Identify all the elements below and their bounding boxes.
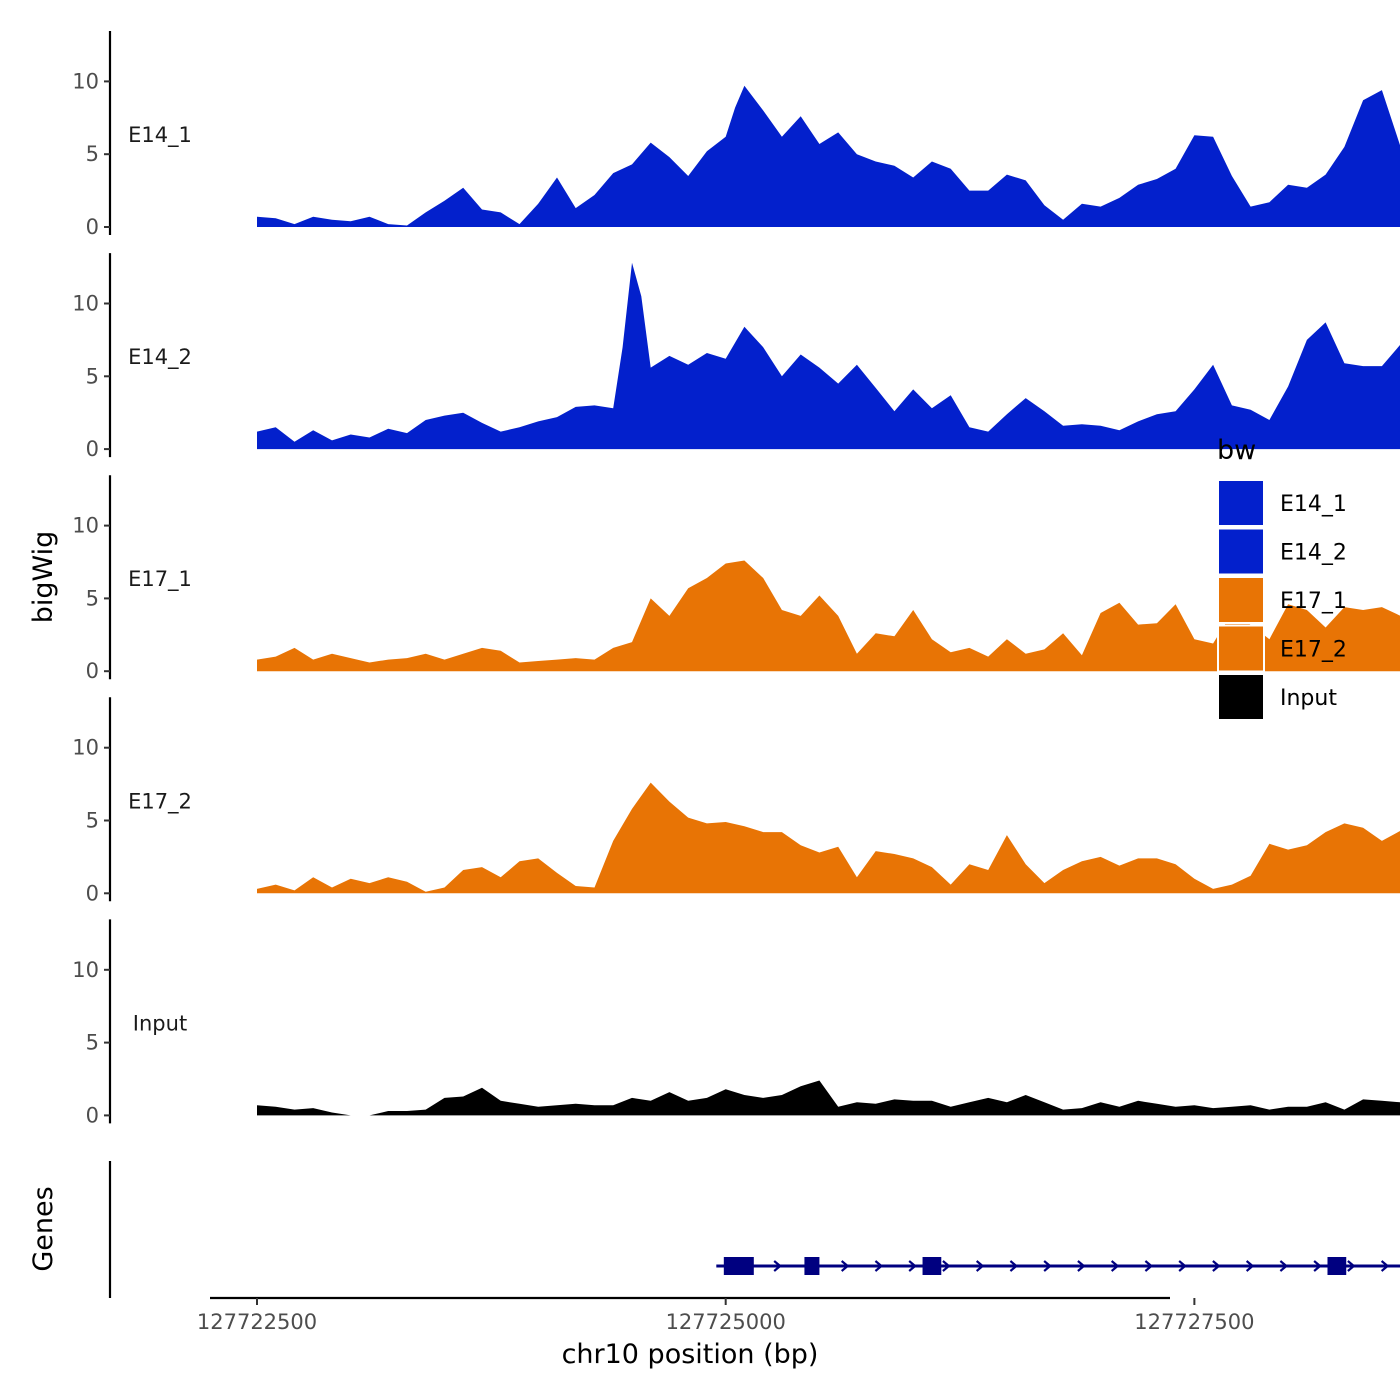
y-tick-label: 5: [86, 1031, 99, 1055]
exon-block: [1327, 1257, 1347, 1275]
strand-arrow: [773, 1260, 782, 1272]
strand-arrow: [1313, 1260, 1322, 1272]
strand-arrow: [840, 1260, 850, 1272]
exon-block: [804, 1257, 820, 1275]
y-tick-label: 10: [72, 292, 99, 316]
bigwig-panels: 0 5 10 E14_1 0 5 10 E14_2 0 5 10 E17_1 0 5 10 E17_2 0 5 10…: [72, 31, 1400, 1127]
y-tick-label: 0: [86, 1103, 99, 1127]
legend-swatch-E17_2: [1217, 624, 1265, 673]
y-tick-label: 0: [86, 881, 99, 905]
legend-label: E17_1: [1280, 589, 1347, 614]
strand-arrow: [1043, 1260, 1052, 1272]
y-tick-label: 10: [72, 736, 99, 760]
legend-swatch-E14_2: [1217, 527, 1265, 576]
strand-arrow: [1009, 1260, 1019, 1272]
track-label: E14_2: [128, 345, 192, 370]
signal-area: [257, 782, 1400, 894]
signal-area: [257, 1080, 1400, 1116]
y-tick-label: 5: [86, 586, 99, 610]
legend-swatch-Input: [1217, 673, 1265, 721]
y-tick-label: 5: [86, 809, 99, 833]
track-label: E17_1: [128, 567, 192, 592]
strand-arrow: [908, 1260, 917, 1272]
y-tick-label: 0: [86, 215, 99, 239]
legend-swatch-E17_1: [1217, 576, 1265, 624]
y-axis-title: bigWig: [28, 531, 59, 624]
x-axis: 127722500127725000127727500127730000: [197, 1296, 1255, 1334]
strand-arrow: [1279, 1260, 1289, 1272]
track-panel-E17_1: 0 5 10 E17_1: [72, 475, 1400, 683]
strand-arrow: [1178, 1260, 1187, 1272]
genes-axis-title: Genes: [28, 1186, 59, 1271]
legend-title: bw: [1217, 435, 1256, 466]
track-panel-Input: 0 5 10 Input: [72, 919, 1400, 1127]
legend-label: E14_2: [1280, 541, 1347, 566]
track-label: E17_2: [128, 789, 192, 814]
x-axis-title: chr10 position (bp): [562, 1339, 819, 1370]
signal-area: [257, 85, 1400, 227]
y-tick-label: 0: [86, 659, 99, 683]
strand-arrow: [874, 1260, 884, 1272]
strand-arrow: [1245, 1260, 1255, 1272]
legend-label: E14_1: [1280, 492, 1347, 517]
track-label: Input: [133, 1011, 187, 1035]
y-tick-label: 10: [72, 958, 99, 982]
x-tick-label: 127725000: [666, 1310, 786, 1334]
y-tick-label: 10: [72, 514, 99, 538]
y-tick-label: 5: [86, 364, 99, 388]
y-tick-label: 5: [86, 142, 99, 166]
track-panel-E14_2: 0 5 10 E14_2: [72, 253, 1400, 461]
strand-arrow: [942, 1260, 951, 1272]
strand-arrow: [975, 1260, 985, 1272]
track-panel-E14_1: 0 5 10 E14_1: [72, 31, 1400, 239]
strand-arrow: [1144, 1260, 1154, 1272]
legend-label: Input: [1280, 686, 1337, 711]
strand-arrow: [1380, 1260, 1390, 1272]
gene-panel: Tac2: [108, 1161, 1400, 1298]
strand-arrow: [1347, 1260, 1356, 1272]
x-tick-label: 127722500: [197, 1310, 317, 1334]
y-tick-label: 10: [72, 69, 99, 93]
signal-area: [257, 560, 1400, 672]
x-tick-label: 127727500: [1134, 1310, 1254, 1334]
legend-label: E17_2: [1280, 638, 1347, 663]
legend: bw E14_1 E14_2 E17_1 E17_2 Input: [1217, 435, 1347, 721]
legend-swatch-E14_1: [1217, 479, 1265, 527]
track-panel-E17_2: 0 5 10 E17_2: [72, 697, 1400, 905]
strand-arrow: [1077, 1260, 1086, 1272]
exon-block: [723, 1257, 754, 1275]
y-tick-label: 0: [86, 437, 99, 461]
exon-block: [922, 1257, 942, 1275]
strand-arrow: [1110, 1260, 1120, 1272]
strand-arrow: [1212, 1260, 1221, 1272]
track-label: E14_1: [128, 123, 192, 148]
signal-area: [257, 262, 1400, 450]
